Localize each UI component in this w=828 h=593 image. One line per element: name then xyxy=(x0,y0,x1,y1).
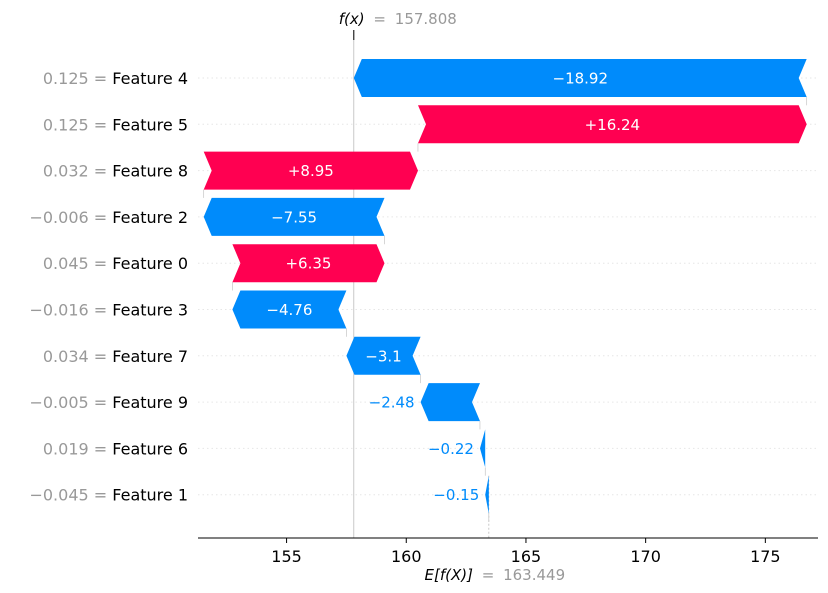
feature-value: 0.019 = xyxy=(43,439,112,458)
feature-value: 0.034 = xyxy=(43,347,112,366)
feature-label: 0.045 = Feature 0 xyxy=(43,254,188,273)
feature-name: Feature 6 xyxy=(112,439,188,458)
feature-name: Feature 1 xyxy=(112,486,188,505)
feature-label: 0.032 = Feature 8 xyxy=(43,162,188,181)
x-axis: 155 160 165 170 175 xyxy=(198,537,818,566)
feature-label: −0.006 = Feature 2 xyxy=(29,208,188,227)
fx-equals: = xyxy=(373,10,386,28)
contribution-label: −2.48 xyxy=(369,394,415,412)
fx-value: 157.808 xyxy=(395,10,457,28)
bar-feature-3 xyxy=(232,290,347,329)
feature-value: −0.005 = xyxy=(29,393,112,412)
feature-label: 0.125 = Feature 4 xyxy=(43,69,188,88)
x-tick-label: 175 xyxy=(750,547,781,566)
fx-symbol: f(x) xyxy=(339,10,365,28)
feature-name: Feature 7 xyxy=(112,347,188,366)
contribution-label: −4.76 xyxy=(266,301,312,319)
contribution-label: −7.55 xyxy=(271,208,317,226)
feature-value: −0.006 = xyxy=(29,208,112,227)
fx-label: f(x) = 157.808 xyxy=(339,10,457,28)
feature-name: Feature 4 xyxy=(112,69,188,88)
x-tick-label: 155 xyxy=(271,547,302,566)
feature-name: Feature 3 xyxy=(112,301,188,320)
feature-label: 0.034 = Feature 7 xyxy=(43,347,188,366)
contribution-label: +16.24 xyxy=(585,116,641,134)
bar-feature-7 xyxy=(346,336,421,375)
x-tick-label: 170 xyxy=(630,547,661,566)
x-tick-label: 165 xyxy=(511,547,542,566)
feature-name: Feature 0 xyxy=(112,254,188,273)
feature-label: 0.125 = Feature 5 xyxy=(43,115,188,134)
bar-feature-9 xyxy=(420,383,480,422)
feature-labels: −18.92 0.125 = Feature 4 +16.24 0.125 = Fea… xyxy=(29,69,640,505)
feature-name: Feature 9 xyxy=(112,393,188,412)
contribution-label: −3.1 xyxy=(365,347,401,365)
bar-feature-0 xyxy=(232,244,385,283)
feature-name: Feature 5 xyxy=(112,115,188,134)
feature-name: Feature 8 xyxy=(112,162,188,181)
contribution-label: +6.35 xyxy=(285,255,331,273)
bar-feature-2 xyxy=(203,197,385,236)
fx-annotation: f(x) = 157.808 E[f(X)] = 163.449 xyxy=(339,10,565,584)
efx-value: 163.449 xyxy=(503,566,565,584)
contribution-label: −18.92 xyxy=(553,70,609,88)
feature-value: 0.032 = xyxy=(43,162,112,181)
feature-label: −0.016 = Feature 3 xyxy=(29,301,188,320)
reference-lines xyxy=(203,30,808,538)
bar-feature-4 xyxy=(353,59,807,97)
feature-value: 0.125 = xyxy=(43,115,112,134)
bar-feature-5 xyxy=(418,105,807,144)
feature-value: 0.045 = xyxy=(43,254,112,273)
feature-name: Feature 2 xyxy=(112,208,188,227)
bars xyxy=(203,59,807,514)
efx-equals: = xyxy=(482,566,495,584)
feature-label: −0.005 = Feature 9 xyxy=(29,393,188,412)
efx-symbol: E[f(X)] xyxy=(425,566,474,584)
feature-label: 0.019 = Feature 6 xyxy=(43,439,188,458)
bar-feature-6 xyxy=(480,429,486,468)
feature-value: −0.016 = xyxy=(29,301,112,320)
bar-feature-8 xyxy=(203,151,418,190)
feature-value: 0.125 = xyxy=(43,69,112,88)
contribution-label: −0.15 xyxy=(433,486,479,504)
feature-value: −0.045 = xyxy=(29,486,112,505)
contribution-label: +8.95 xyxy=(288,162,334,180)
efx-label: E[f(X)] = 163.449 xyxy=(425,566,566,584)
x-tick-label: 160 xyxy=(391,547,422,566)
feature-label: −0.045 = Feature 1 xyxy=(29,486,188,505)
bar-feature-1 xyxy=(485,475,489,514)
contribution-label: −0.22 xyxy=(428,440,474,458)
